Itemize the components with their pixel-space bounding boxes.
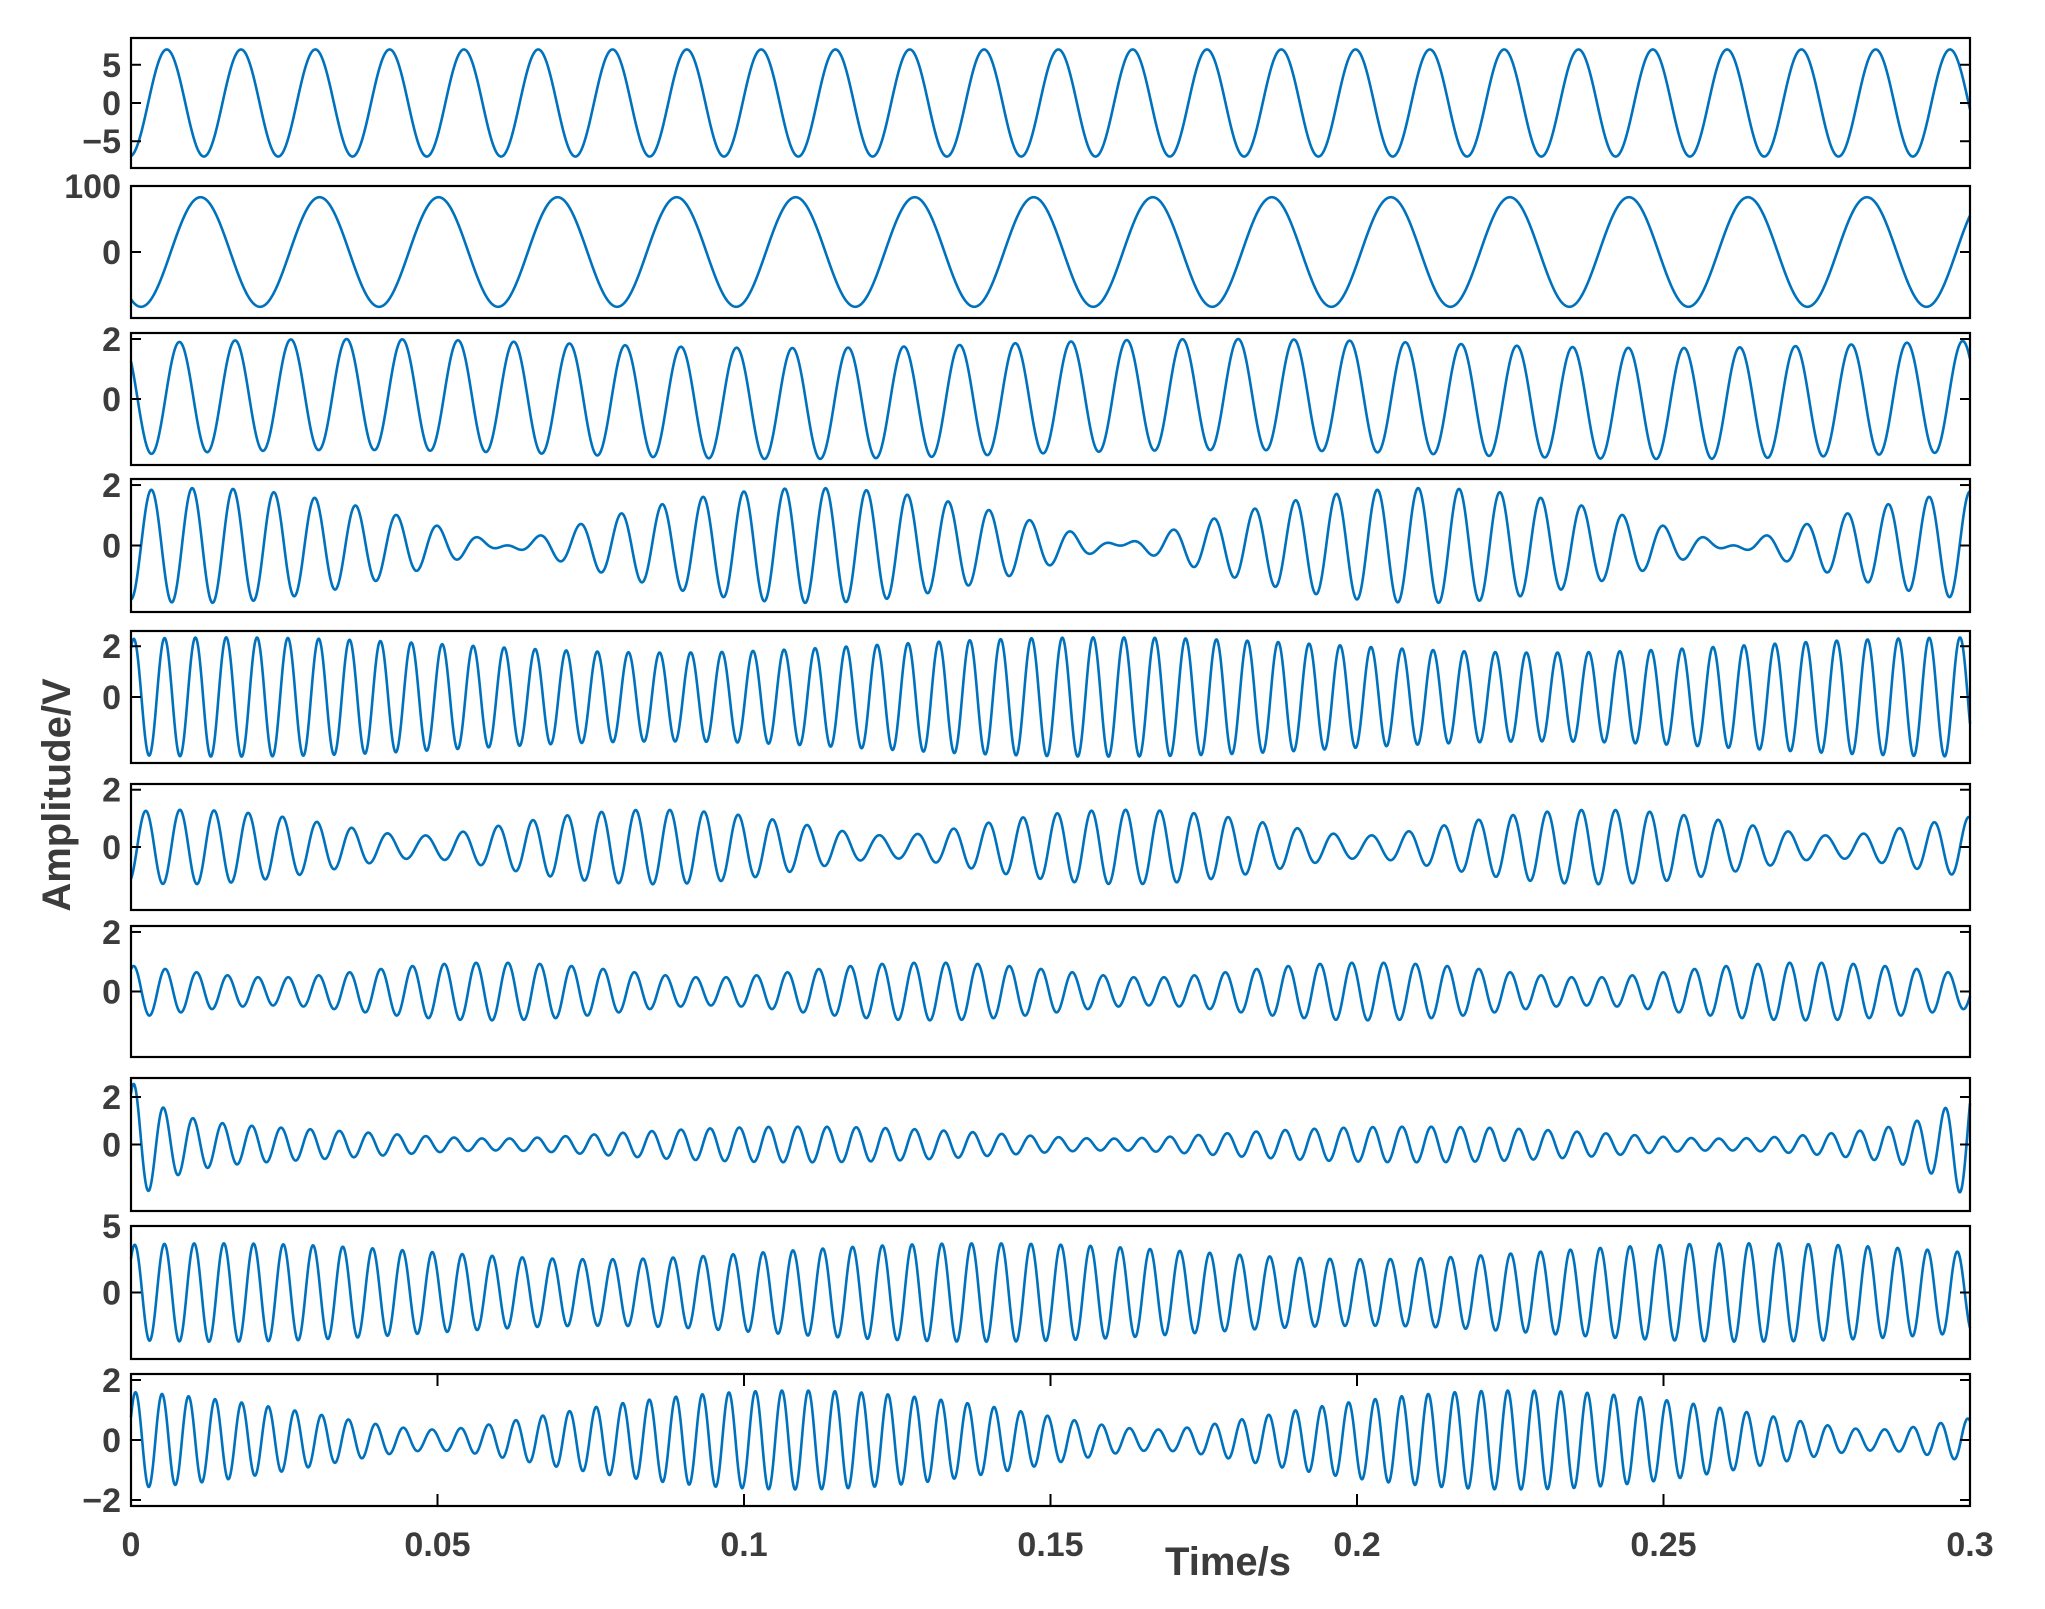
y-tick-label: 0: [102, 1422, 121, 1460]
y-tick-label: 0: [102, 829, 121, 867]
y-axis-label: Amplitude/V: [35, 678, 79, 912]
y-tick-label: 0: [102, 1127, 121, 1165]
y-tick-label: 2: [102, 467, 121, 505]
x-tick-label: 0: [122, 1526, 141, 1564]
subplot-2: 0 100: [64, 168, 1972, 320]
subplot-1: −505: [82, 36, 1972, 170]
signal-trace-3: [129, 337, 1972, 461]
subplot-frame: [129, 1372, 1972, 1508]
subplot-3: 02: [102, 321, 1972, 467]
y-tick-label: 2: [102, 628, 121, 666]
subplot-frame: [129, 782, 1972, 912]
signal-trace-6: [129, 808, 1971, 886]
subplot-frame: [129, 331, 1972, 467]
signal-trace-8: [129, 1082, 1972, 1194]
signal-trace-4: [130, 486, 1971, 605]
x-tick-label: 0.2: [1333, 1526, 1380, 1564]
y-tick-label: 0: [102, 381, 121, 419]
x-tick-label: 0.05: [404, 1526, 470, 1564]
subplot-5: 02: [102, 628, 1972, 765]
signal-trace-7: [129, 961, 1972, 1022]
y-tick-label: 2: [102, 321, 121, 359]
y-tick-label: 100: [64, 168, 121, 206]
y-tick-label: 0: [102, 974, 121, 1012]
subplot-10: −2 0 2: [82, 1362, 1972, 1520]
y-tick-label: 2: [102, 1079, 121, 1117]
signal-trace-9: [129, 1242, 1972, 1343]
subplot-frame: [129, 184, 1972, 320]
subplot-9: 05: [102, 1208, 1972, 1361]
y-tick-label: 5: [102, 1208, 121, 1246]
signal-trace-1: [130, 48, 1972, 158]
x-axis-ticks: 0 0.05 0.1 0.15 0.2 0.25 0.3: [122, 1374, 1994, 1564]
y-tick-label: 2: [102, 1362, 121, 1400]
x-tick-label: 0.3: [1946, 1526, 1993, 1564]
y-tick-label: 5: [102, 47, 121, 85]
subplot-frame: [129, 924, 1972, 1059]
y-tick-label: 0: [102, 85, 121, 123]
subplot-8: 02: [102, 1076, 1972, 1213]
y-tick-label: 2: [102, 772, 121, 810]
x-tick-label: 0.15: [1017, 1526, 1083, 1564]
x-tick-label: 0.25: [1630, 1526, 1696, 1564]
y-tick-label: 0: [102, 1275, 121, 1313]
y-tick-label: −5: [82, 123, 121, 161]
y-tick-label: 2: [102, 914, 121, 952]
signal-trace-5: [129, 636, 1972, 758]
subplot-frame: [129, 1224, 1972, 1361]
signal-trace-10: [129, 1389, 1972, 1491]
x-axis-label: Time/s: [1165, 1540, 1291, 1584]
subplot-6: 02: [102, 772, 1972, 912]
subplot-7: 02: [102, 914, 1972, 1059]
signal-trace-2: [129, 195, 1972, 309]
y-tick-label: 0: [102, 234, 121, 272]
subplot-4: 02: [102, 467, 1972, 614]
y-tick-label: 0: [102, 679, 121, 717]
y-tick-label: 0: [102, 528, 121, 566]
x-tick-label: 0.1: [720, 1526, 767, 1564]
y-tick-label: −2: [82, 1482, 121, 1520]
